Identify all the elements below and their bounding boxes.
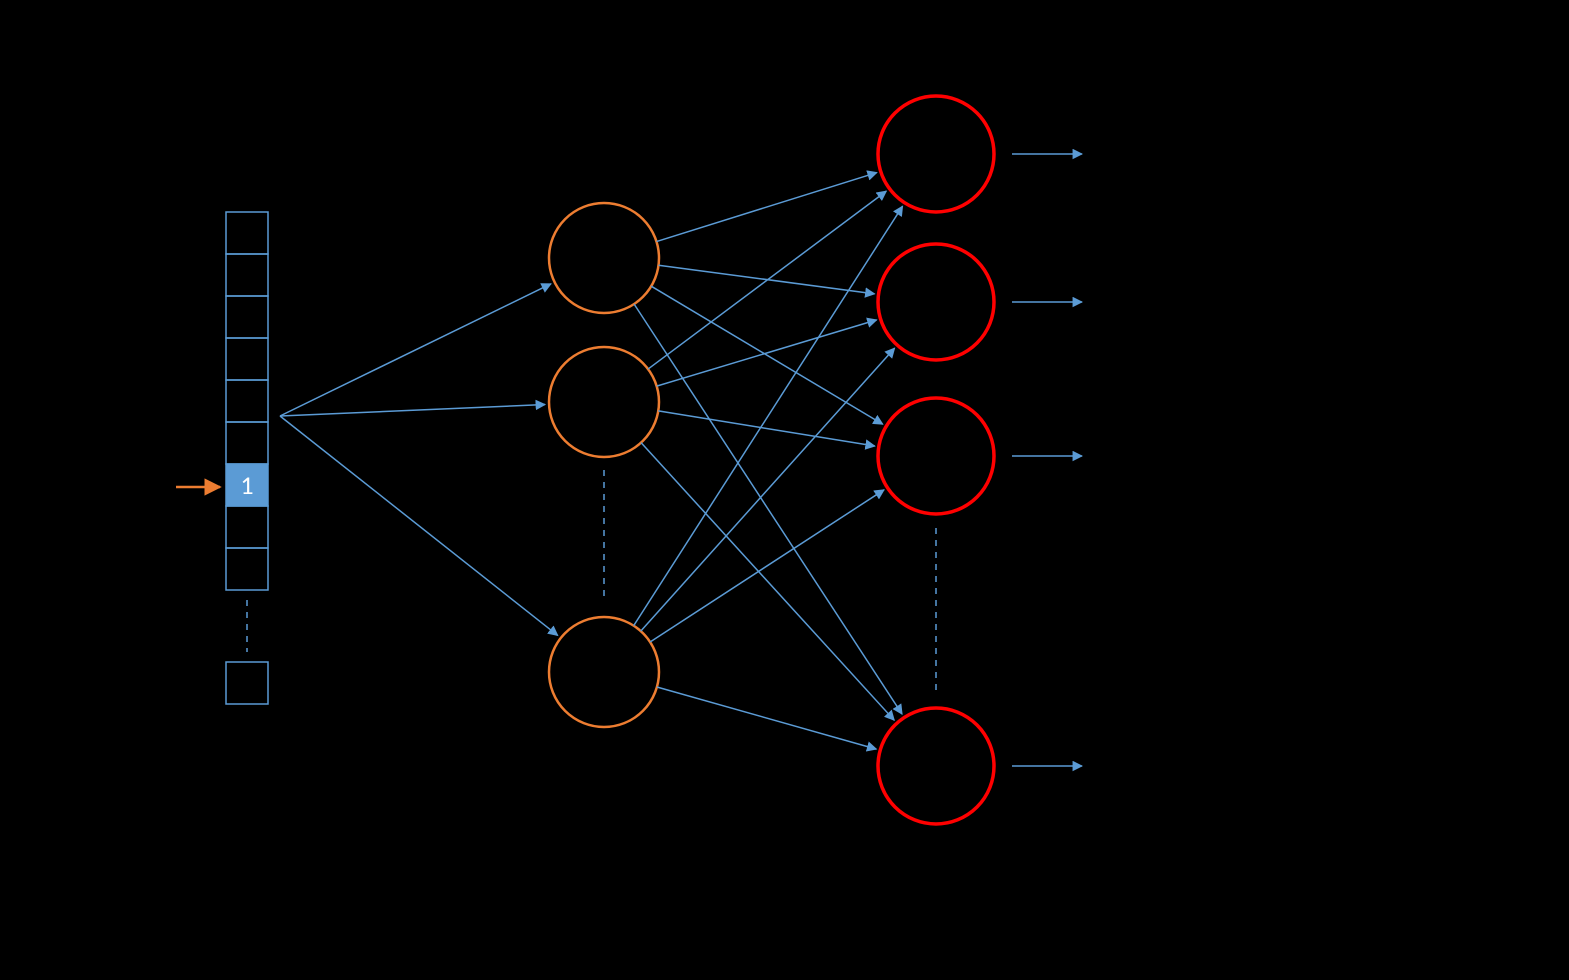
input-cell [226, 254, 268, 296]
edge-input-hidden [280, 284, 551, 416]
edge-hidden-output [658, 411, 875, 446]
label-output: Logistic units:one perpossiblenext word [1123, 373, 1277, 510]
input-cell [226, 212, 268, 254]
edge-hidden-output [634, 206, 903, 625]
edge-hidden-output [659, 265, 875, 294]
edge-input-hidden [280, 405, 545, 416]
input-cell [226, 422, 268, 464]
edge-hidden-output [648, 191, 886, 369]
edge-hidden-output [657, 687, 876, 749]
input-cell [226, 296, 268, 338]
input-cell [226, 662, 268, 704]
hidden-node [549, 203, 659, 313]
input-cell [226, 380, 268, 422]
edge-hidden-output [650, 490, 884, 642]
label-hidden: Embeddinglayer [541, 748, 669, 817]
neural-network-diagram: 1 1-hot encodingof a word Embeddinglayer Lo… [0, 0, 1569, 980]
output-node [878, 708, 994, 824]
edge-hidden-output [641, 443, 894, 721]
edge-hidden-output [657, 320, 877, 386]
input-cell [226, 548, 268, 590]
edge-hidden-output [634, 304, 902, 714]
output-node [878, 398, 994, 514]
output-node [878, 96, 994, 212]
edge-hidden-output [641, 348, 895, 631]
hidden-node [549, 347, 659, 457]
label-input: 1-hot encodingof a word [152, 113, 324, 182]
edge-hidden-output [656, 173, 876, 242]
edge-hidden-output [651, 286, 883, 424]
input-cell-active-label: 1 [240, 469, 253, 501]
input-cell [226, 506, 268, 548]
input-cell [226, 338, 268, 380]
hidden-node [549, 617, 659, 727]
edge-input-hidden [280, 416, 558, 635]
output-node [878, 244, 994, 360]
